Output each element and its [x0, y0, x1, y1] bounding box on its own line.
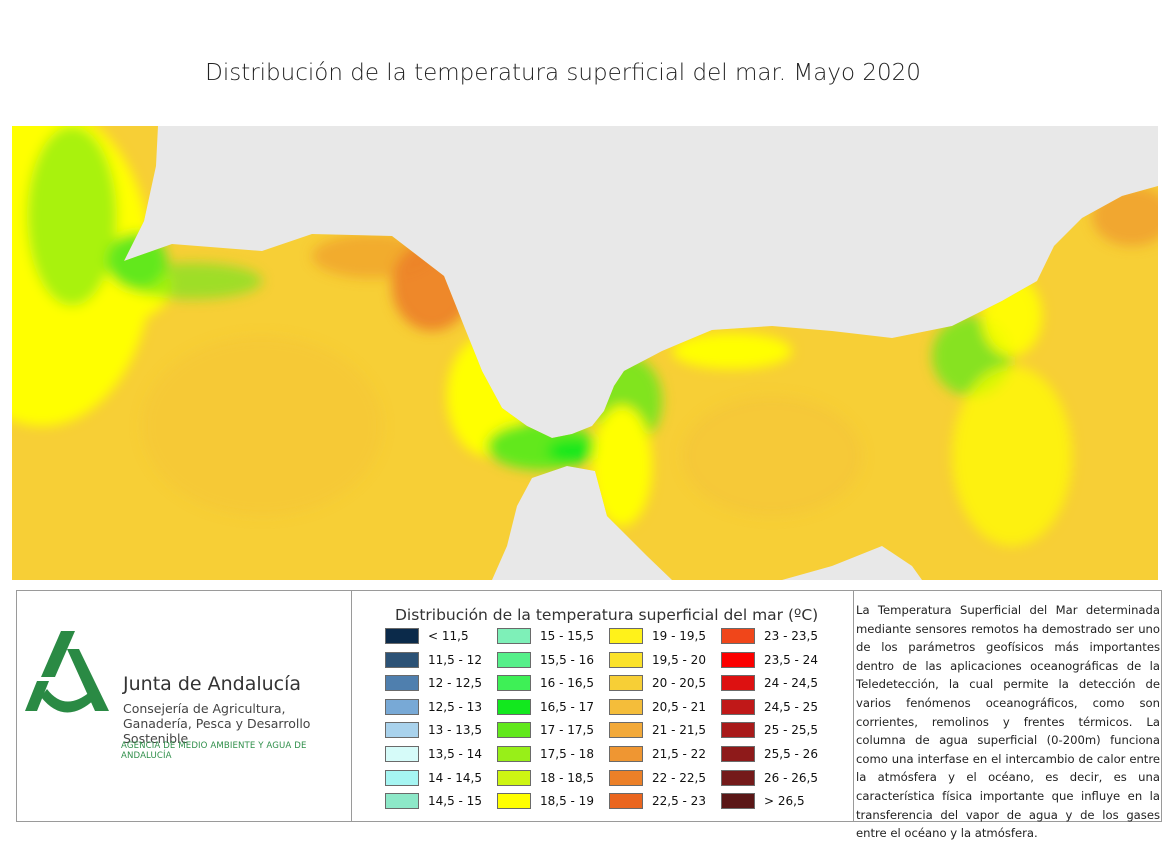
- legend-swatch: [721, 628, 755, 644]
- legend-label: 17 - 17,5: [540, 723, 594, 738]
- legend-label: 12 - 12,5: [428, 676, 482, 691]
- legend-swatch: [497, 651, 531, 668]
- legend-swatch: [497, 698, 531, 715]
- legend-swatch: [497, 793, 531, 810]
- legend-swatch: [385, 651, 419, 668]
- legend-swatch: [721, 675, 755, 692]
- legend-swatch: [609, 793, 643, 810]
- legend-label: 19,5 - 20: [652, 652, 706, 667]
- department-name: Consejería de Agricultura, Ganadería, Pe…: [123, 701, 311, 746]
- legend-label: 14,5 - 15: [428, 794, 482, 809]
- sst-map-canvas: [12, 126, 1158, 580]
- legend-label: < 11,5: [428, 629, 469, 643]
- legend-label: 20 - 20,5: [652, 676, 706, 691]
- legend-swatch: [609, 628, 643, 644]
- legend-swatch: [385, 746, 419, 762]
- legend-swatch: [609, 769, 643, 786]
- legend-swatch: [721, 769, 755, 786]
- description-block: La Temperatura Superficial del Mar deter…: [853, 591, 1163, 840]
- legend-swatch: [385, 628, 419, 644]
- legend-swatch: [721, 722, 755, 739]
- legend-label: 15,5 - 16: [540, 652, 594, 667]
- legend-label: 25 - 25,5: [764, 723, 818, 738]
- sst-map[interactable]: [12, 126, 1158, 580]
- legend-label: 13,5 - 14: [428, 747, 482, 761]
- legend-label: 20,5 - 21: [652, 699, 706, 714]
- legend-swatch: [385, 769, 419, 786]
- logo-block: Junta de Andalucía Consejería de Agricul…: [17, 591, 351, 821]
- legend-swatch: [497, 675, 531, 692]
- legend-label: 22,5 - 23: [652, 794, 706, 809]
- legend-label: 26 - 26,5: [764, 770, 818, 785]
- agency-name: AGENCIA DE MEDIO AMBIENTE Y AGUA DE ANDA…: [121, 741, 307, 761]
- legend-label: 14 - 14,5: [428, 770, 482, 785]
- legend-swatch: [609, 675, 643, 692]
- legend-swatch: [609, 746, 643, 762]
- map-title: Distribución de la temperatura superfici…: [205, 60, 921, 86]
- legend-swatch: [497, 628, 531, 644]
- legend-swatch: [385, 722, 419, 739]
- legend-swatch: [609, 722, 643, 739]
- legend-swatch: [497, 769, 531, 786]
- legend-label: 17,5 - 18: [540, 747, 594, 761]
- description-text: La Temperatura Superficial del Mar deter…: [856, 603, 1160, 841]
- legend-grid: < 11,5 11,5 - 12 12 - 12,5 12,5 - 13 13 - 13…: [385, 627, 845, 817]
- legend-swatch: [497, 746, 531, 762]
- legend-label: 22 - 22,5: [652, 770, 706, 785]
- legend-swatch: [721, 698, 755, 715]
- legend-swatch: [497, 722, 531, 739]
- panel-divider: [351, 591, 352, 821]
- legend-label: 15 - 15,5: [540, 629, 594, 643]
- legend-label: 18,5 - 19: [540, 794, 594, 809]
- legend-swatch: [385, 793, 419, 810]
- legend-label: 21,5 - 22: [652, 747, 706, 761]
- legend-label: 11,5 - 12: [428, 652, 482, 667]
- legend-label: 24 - 24,5: [764, 676, 818, 691]
- legend: Distribución de la temperatura superfici…: [351, 591, 853, 821]
- legend-swatch: [721, 746, 755, 762]
- legend-swatch: [385, 675, 419, 692]
- legend-label: 23 - 23,5: [764, 629, 818, 643]
- legend-swatch: [609, 651, 643, 668]
- legend-label: 21 - 21,5: [652, 723, 706, 738]
- junta-andalucia-logo-icon: [25, 631, 109, 713]
- info-panel: Junta de Andalucía Consejería de Agricul…: [16, 590, 1163, 840]
- legend-label: 24,5 - 25: [764, 699, 818, 714]
- legend-swatch: [385, 698, 419, 715]
- legend-label: 13 - 13,5: [428, 723, 482, 738]
- legend-label: 12,5 - 13: [428, 699, 482, 714]
- legend-swatch: [721, 793, 755, 810]
- legend-label: 25,5 - 26: [764, 747, 818, 761]
- legend-title: Distribución de la temperatura superfici…: [395, 606, 819, 624]
- legend-label: > 26,5: [764, 794, 805, 809]
- legend-label: 18 - 18,5: [540, 770, 594, 785]
- legend-label: 23,5 - 24: [764, 652, 818, 667]
- panel-divider: [853, 591, 854, 821]
- legend-label: 16 - 16,5: [540, 676, 594, 691]
- legend-label: 19 - 19,5: [652, 629, 706, 643]
- legend-swatch: [609, 698, 643, 715]
- legend-label: 16,5 - 17: [540, 699, 594, 714]
- organization-name: Junta de Andalucía: [123, 673, 302, 695]
- legend-swatch: [721, 651, 755, 668]
